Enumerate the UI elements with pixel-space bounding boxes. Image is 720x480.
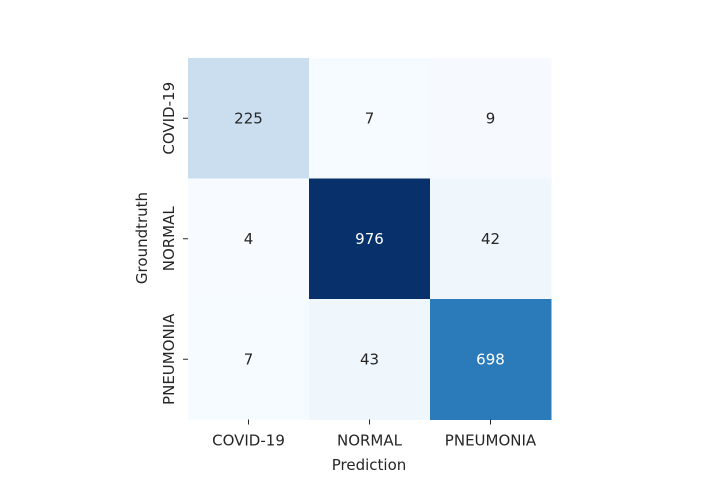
heatmap-cell-r2-c0 <box>188 299 310 420</box>
heatmap-cell-r1-c2 <box>430 178 552 300</box>
heatmap-cell-label-r2-c1: 43 <box>360 350 379 368</box>
heatmap-cell-label-r2-c0: 7 <box>244 350 254 368</box>
x-tick-label-2: PNEUMONIA <box>445 432 537 450</box>
x-tick-label-0: COVID-19 <box>212 432 285 450</box>
y-axis-label: Groundtruth <box>133 192 151 284</box>
heatmap-cell-r1-c1 <box>309 178 431 300</box>
y-axis-ticks: COVID-19 NORMAL PNEUMONIA <box>160 82 188 405</box>
heatmap-cell-r2-c1 <box>309 299 431 420</box>
y-tick-label-1: NORMAL <box>160 206 178 272</box>
heatmap-cell-labels: 225 7 9 4 976 42 7 43 698 <box>234 109 505 368</box>
x-axis-label: Prediction <box>332 456 407 474</box>
heatmap-cell-label-r0-c0: 225 <box>234 109 263 127</box>
heatmap-cell-r1-c0 <box>188 178 310 300</box>
heatmap-cell-r0-c0 <box>188 58 310 179</box>
heatmap-cell-label-r1-c2: 42 <box>481 230 500 248</box>
heatmap-cell-label-r0-c1: 7 <box>365 109 375 127</box>
x-tick-label-1: NORMAL <box>337 432 403 450</box>
y-tick-label-2: PNEUMONIA <box>160 313 178 405</box>
heatmap-cell-r2-c2 <box>430 299 552 420</box>
heatmap-cells <box>188 58 552 420</box>
x-axis-ticks: COVID-19 NORMAL PNEUMONIA <box>212 419 537 450</box>
heatmap-cell-r0-c2 <box>430 58 552 179</box>
y-tick-label-0: COVID-19 <box>160 82 178 155</box>
heatmap-cell-label-r1-c0: 4 <box>244 230 254 248</box>
heatmap-cell-label-r1-c1: 976 <box>355 230 384 248</box>
heatmap-cell-label-r0-c2: 9 <box>486 109 496 127</box>
heatmap-cell-r0-c1 <box>309 58 431 179</box>
heatmap-cell-label-r2-c2: 698 <box>476 350 505 368</box>
